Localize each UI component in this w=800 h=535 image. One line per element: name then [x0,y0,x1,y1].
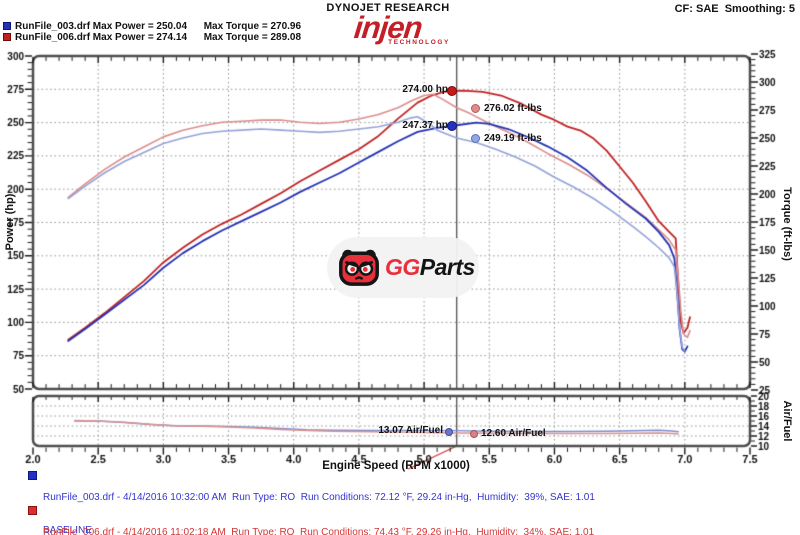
ggparts-watermark: GGParts [327,237,479,298]
dynojet-research-label: DYNOJET RESEARCH [326,2,450,14]
ggparts-mascot-icon [339,249,379,286]
af-blue-cursor-dot [445,428,453,436]
run2-footer-text: RunFile_006.drf - 4/14/2016 11:02:18 AM … [43,505,594,535]
ggparts-gg-text: GG [385,254,420,280]
run2-footer-swatch [28,506,37,515]
airfuel-axis-title: Air/Fuel [781,400,793,442]
annotation-torque-red: 276.02 ft-lbs [484,103,542,114]
annotation-power-blue: 247.37 hp [402,120,448,131]
run2-color-swatch [3,33,11,41]
footer-run2-details: RunFile_006.drf - 4/14/2016 11:02:18 AM … [28,505,594,535]
run1-color-swatch [3,22,11,30]
run1-footer-swatch [28,471,37,480]
torque-blue-cursor-dot [471,134,480,143]
annotation-torque-blue: 249.19 ft-lbs [484,133,542,144]
power-red-cursor-dot [447,86,457,96]
ggparts-wordmark: GGParts [385,254,475,281]
run1-tag: BASELINE [43,525,92,535]
brand-block: DYNOJET RESEARCH injen TECHNOLOGY [308,2,468,46]
ggparts-parts-text: Parts [419,254,476,280]
run1-footer-text: RunFile_003.drf - 4/14/2016 10:32:00 AM … [43,470,595,535]
injen-logo: injen [352,10,424,45]
annotation-power-red: 274.00 hp [402,84,448,95]
annotation-af-blue: 13.07 Air/Fuel [378,425,443,436]
legend-run1-row: RunFile_003.drf Max Power = 250.04 Max T… [3,20,302,32]
power-blue-cursor-dot [447,121,457,131]
run1-conditions: RunFile_003.drf - 4/14/2016 10:32:00 AM … [43,492,595,503]
run2-summary: RunFile_006.drf Max Power = 274.14 Max T… [15,31,302,43]
injen-tagline: TECHNOLOGY [388,39,450,46]
legend-run2-row: RunFile_006.drf Max Power = 274.14 Max T… [3,31,302,43]
top-run-legend: RunFile_003.drf Max Power = 250.04 Max T… [3,21,301,43]
torque-axis-title: Torque (ft-lbs) [781,187,793,261]
run2-conditions: RunFile_006.drf - 4/14/2016 11:02:18 AM … [43,527,595,535]
footer-run1-details: RunFile_003.drf - 4/14/2016 10:32:00 AM … [28,470,595,535]
power-axis-title: Power (hp) [4,193,16,251]
annotation-af-red: 12.60 Air/Fuel [481,428,546,439]
correction-settings-label: CF: SAE Smoothing: 5 [674,3,795,15]
af-red-cursor-dot [470,430,478,438]
run1-summary: RunFile_003.drf Max Power = 250.04 Max T… [15,20,302,32]
torque-red-cursor-dot [471,104,480,113]
engine-speed-axis-title: Engine Speed (RPM x1000) [322,460,470,472]
